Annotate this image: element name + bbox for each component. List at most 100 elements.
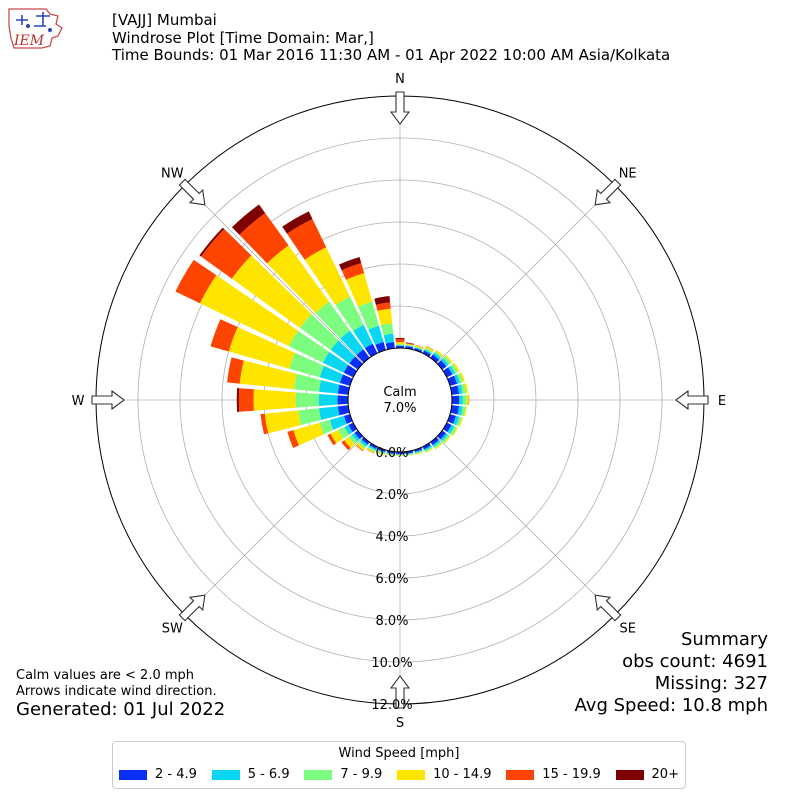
- windrose-bar-segment: [447, 375, 458, 386]
- windrose-bar-segment: [454, 374, 461, 384]
- windrose-bar-segment: [450, 363, 458, 374]
- windrose-bar-segment: [345, 273, 373, 307]
- windrose-bar-segment: [319, 419, 334, 435]
- windrose-bar-segment: [449, 426, 457, 436]
- legend-items: 2 - 4.9 5 - 6.9 7 - 9.9 10 - 14.9 15 - 19.9 2…: [119, 767, 679, 782]
- windrose-bar-segment: [443, 422, 452, 433]
- polar-labels: N NE E SE S SW W NW 0.0% 2.0% 4.0% 6.0% 8.0% 10.0% 12.…: [72, 72, 727, 731]
- windrose-bar-segment: [329, 415, 347, 430]
- windrose-bar-segment: [201, 229, 252, 279]
- compass-label: SE: [619, 622, 635, 637]
- windrose-bar-segment: [353, 324, 373, 349]
- windrose-bar-segment: [395, 337, 405, 340]
- windrose-bar-segment: [414, 447, 423, 453]
- windrose-bar-segment: [405, 452, 414, 455]
- windrose-bar-segment: [422, 350, 431, 357]
- legend-label: 7 - 9.9: [340, 767, 383, 782]
- windrose-bar-segment: [358, 441, 367, 449]
- direction-arrow: [178, 178, 206, 206]
- windrose-bar-segment: [377, 449, 386, 454]
- windrose-bar-segment: [358, 301, 379, 330]
- windrose-bar-segment: [282, 211, 313, 234]
- calm-value: 7.0%: [383, 401, 416, 416]
- windrose-bar-segment: [395, 342, 405, 345]
- windrose-bar-segment: [227, 357, 244, 384]
- compass-label: S: [396, 716, 404, 731]
- calm-note: Calm values are < 2.0 mph: [16, 668, 195, 683]
- legend-label: 15 - 19.9: [542, 767, 601, 782]
- windrose-bar-segment: [236, 388, 240, 412]
- windrose-bar-segment: [359, 439, 368, 447]
- radial-tick-label: 0.0%: [375, 446, 408, 461]
- windrose-bar-segment: [337, 384, 350, 395]
- windrose-bar-segment: [287, 430, 299, 449]
- windrose-bar-segment: [299, 313, 339, 350]
- windrose-bar-segment: [415, 451, 424, 455]
- windrose-bar-segment: [437, 430, 446, 440]
- legend-entry: 2 - 4.9: [119, 767, 197, 782]
- summary-missing: Missing: 327: [654, 673, 768, 694]
- windrose-bar-segment: [443, 356, 452, 365]
- radial-tick-label: 8.0%: [375, 614, 408, 629]
- time-bounds: Time Bounds: 01 Mar 2016 11:30 AM - 01 A…: [112, 46, 671, 64]
- windrose-bar-segment: [339, 257, 362, 271]
- windrose-bar-segment: [295, 392, 319, 408]
- calm-label: Calm: [383, 385, 416, 400]
- windrose-bar-segment: [453, 362, 460, 373]
- windrose-bar-segment: [456, 416, 462, 427]
- windrose-bar-segment: [322, 351, 349, 373]
- windrose-bar-segment: [339, 374, 353, 386]
- windrose-bar-segment: [267, 245, 330, 314]
- windrose-bar-segment: [376, 450, 385, 455]
- windrose-bar-segment: [434, 442, 443, 450]
- station-title: [VAJJ] Mumbai: [112, 11, 217, 29]
- windrose-bar-segment: [466, 394, 469, 406]
- legend-entry: 5 - 6.9: [211, 767, 290, 782]
- windrose-bar-segment: [348, 422, 357, 433]
- radial-tick-label: 2.0%: [375, 488, 408, 503]
- windrose-bar-segment: [238, 388, 254, 412]
- summary-avg-speed: Avg Speed: 10.8 mph: [574, 695, 768, 716]
- direction-arrow: [178, 594, 206, 622]
- windrose-bar-segment: [315, 301, 350, 339]
- windrose-bar-segment: [395, 454, 405, 456]
- logo-text: IEM: [13, 33, 45, 49]
- radial-tick-label: 12.0%: [371, 698, 412, 713]
- windrose-bar-segment: [414, 347, 423, 353]
- legend-label: 2 - 4.9: [155, 767, 197, 782]
- windrose-bar-segment: [337, 395, 349, 405]
- windrose-bar-segment: [450, 385, 460, 395]
- windrose-bar-segment: [330, 340, 356, 364]
- windrose-bar-segment: [415, 345, 424, 350]
- windrose-bar-segment: [434, 351, 443, 358]
- windrose-bar-segment: [367, 446, 376, 453]
- windrose-bar-segment: [239, 213, 289, 264]
- windrose-bar-segment: [386, 454, 395, 456]
- windrose-bar-segment: [386, 453, 395, 456]
- windrose-bar-segment: [396, 453, 404, 455]
- windrose-bar-segment: [349, 356, 363, 370]
- legend-entry: 20+: [615, 767, 679, 782]
- windrose-bar-segment: [319, 380, 340, 394]
- windrose-bar-segment: [343, 364, 357, 378]
- windrose-bar-segment: [293, 373, 322, 392]
- windrose-bar-segment: [453, 415, 460, 426]
- legend: Wind Speed [mph] 2 - 4.9 5 - 6.9 7 - 9.9 10…: [112, 741, 686, 789]
- windrose-bar-segment: [452, 427, 458, 437]
- windrose-bar-segment: [335, 296, 364, 331]
- windrose-bar-segment: [366, 448, 375, 454]
- windrose-bar-segment: [231, 255, 312, 328]
- polar-grid: [95, 95, 705, 705]
- windrose-bar-segment: [422, 443, 431, 450]
- radial-tick-label: 4.0%: [375, 530, 408, 545]
- summary-obs-count: obs count: 4691: [622, 651, 768, 672]
- windrose-bar-segment: [327, 433, 337, 446]
- windrose-bar-segment: [368, 445, 377, 451]
- windrose-bar-segment: [199, 227, 225, 257]
- direction-arrow: [675, 389, 709, 411]
- windrose-bar-segment: [414, 347, 423, 351]
- compass-label: N: [395, 72, 405, 87]
- windrose-bar-segment: [368, 325, 384, 345]
- legend-swatch: [119, 769, 147, 780]
